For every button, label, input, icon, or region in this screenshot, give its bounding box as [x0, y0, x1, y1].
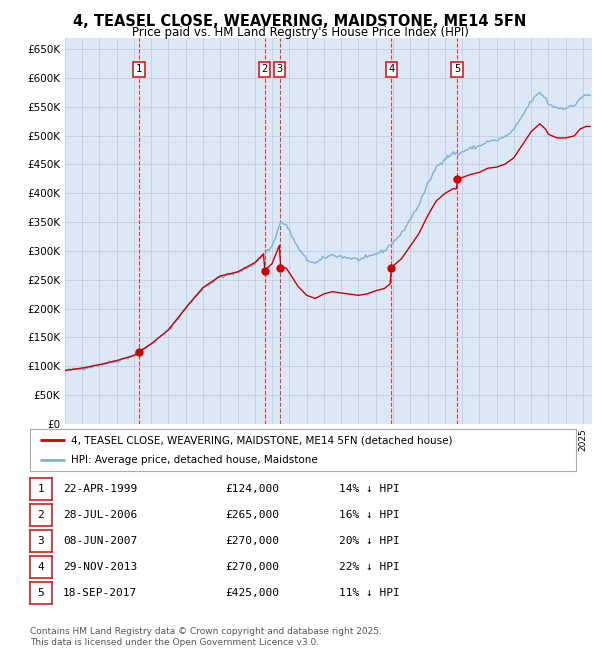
- Text: HPI: Average price, detached house, Maidstone: HPI: Average price, detached house, Maid…: [71, 455, 318, 465]
- Text: 11% ↓ HPI: 11% ↓ HPI: [339, 588, 400, 598]
- Text: 2: 2: [262, 64, 268, 74]
- Text: 5: 5: [37, 588, 44, 598]
- Text: 4, TEASEL CLOSE, WEAVERING, MAIDSTONE, ME14 5FN: 4, TEASEL CLOSE, WEAVERING, MAIDSTONE, M…: [73, 14, 527, 29]
- Text: £265,000: £265,000: [225, 510, 279, 520]
- Text: 3: 3: [37, 536, 44, 546]
- Text: 18-SEP-2017: 18-SEP-2017: [63, 588, 137, 598]
- Text: 5: 5: [454, 64, 460, 74]
- Text: £425,000: £425,000: [225, 588, 279, 598]
- Text: 4: 4: [388, 64, 395, 74]
- Text: 29-NOV-2013: 29-NOV-2013: [63, 562, 137, 572]
- Text: £270,000: £270,000: [225, 562, 279, 572]
- Text: £270,000: £270,000: [225, 536, 279, 546]
- Text: 20% ↓ HPI: 20% ↓ HPI: [339, 536, 400, 546]
- Text: 1: 1: [37, 484, 44, 494]
- Text: £124,000: £124,000: [225, 484, 279, 494]
- Text: 14% ↓ HPI: 14% ↓ HPI: [339, 484, 400, 494]
- Text: 4: 4: [37, 562, 44, 572]
- Text: 28-JUL-2006: 28-JUL-2006: [63, 510, 137, 520]
- Text: 2: 2: [37, 510, 44, 520]
- Text: Price paid vs. HM Land Registry's House Price Index (HPI): Price paid vs. HM Land Registry's House …: [131, 26, 469, 39]
- Text: 22-APR-1999: 22-APR-1999: [63, 484, 137, 494]
- Text: 16% ↓ HPI: 16% ↓ HPI: [339, 510, 400, 520]
- Text: Contains HM Land Registry data © Crown copyright and database right 2025.
This d: Contains HM Land Registry data © Crown c…: [30, 627, 382, 647]
- Text: 4, TEASEL CLOSE, WEAVERING, MAIDSTONE, ME14 5FN (detached house): 4, TEASEL CLOSE, WEAVERING, MAIDSTONE, M…: [71, 436, 452, 445]
- Text: 08-JUN-2007: 08-JUN-2007: [63, 536, 137, 546]
- Text: 3: 3: [277, 64, 283, 74]
- Text: 22% ↓ HPI: 22% ↓ HPI: [339, 562, 400, 572]
- Text: 1: 1: [136, 64, 142, 74]
